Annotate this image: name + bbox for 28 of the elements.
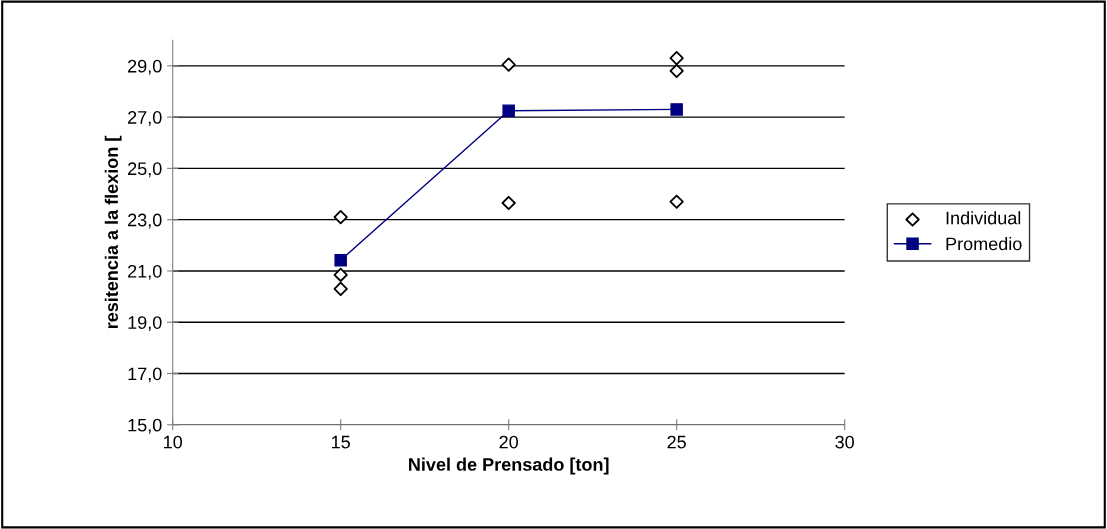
point — [334, 253, 347, 267]
y-tick-label: 15,0 — [128, 418, 162, 434]
y-axis-title: resitencia a la flexion [ — [104, 135, 122, 329]
point — [333, 267, 348, 282]
x-tick-label: 30 — [835, 435, 854, 449]
point — [669, 194, 684, 209]
point — [669, 51, 684, 66]
y-tick-label: 17,0 — [128, 367, 162, 383]
point — [501, 195, 516, 211]
legend-label: Promedio — [946, 237, 1022, 251]
point — [333, 209, 348, 225]
point — [669, 63, 684, 79]
x-tick-label: 25 — [667, 435, 686, 449]
point — [501, 57, 516, 72]
x-tick-label: 20 — [499, 435, 518, 449]
point — [333, 281, 348, 297]
y-tick-label: 29,0 — [128, 59, 162, 75]
y-tick-label: 19,0 — [128, 316, 162, 332]
y-tick-label: 23,0 — [128, 213, 162, 229]
x-tick-label: 15 — [332, 435, 350, 449]
y-tick-label: 27,0 — [128, 111, 162, 126]
x-axis-title: Nivel de Prensado [ton] — [409, 457, 609, 475]
y-tick-label: 21,0 — [128, 264, 162, 280]
x-tick-label: 10 — [164, 435, 183, 449]
y-tick-label: 25,0 — [128, 162, 162, 178]
point — [670, 103, 683, 116]
point — [502, 104, 515, 117]
legend-label: Individual — [946, 211, 1021, 225]
